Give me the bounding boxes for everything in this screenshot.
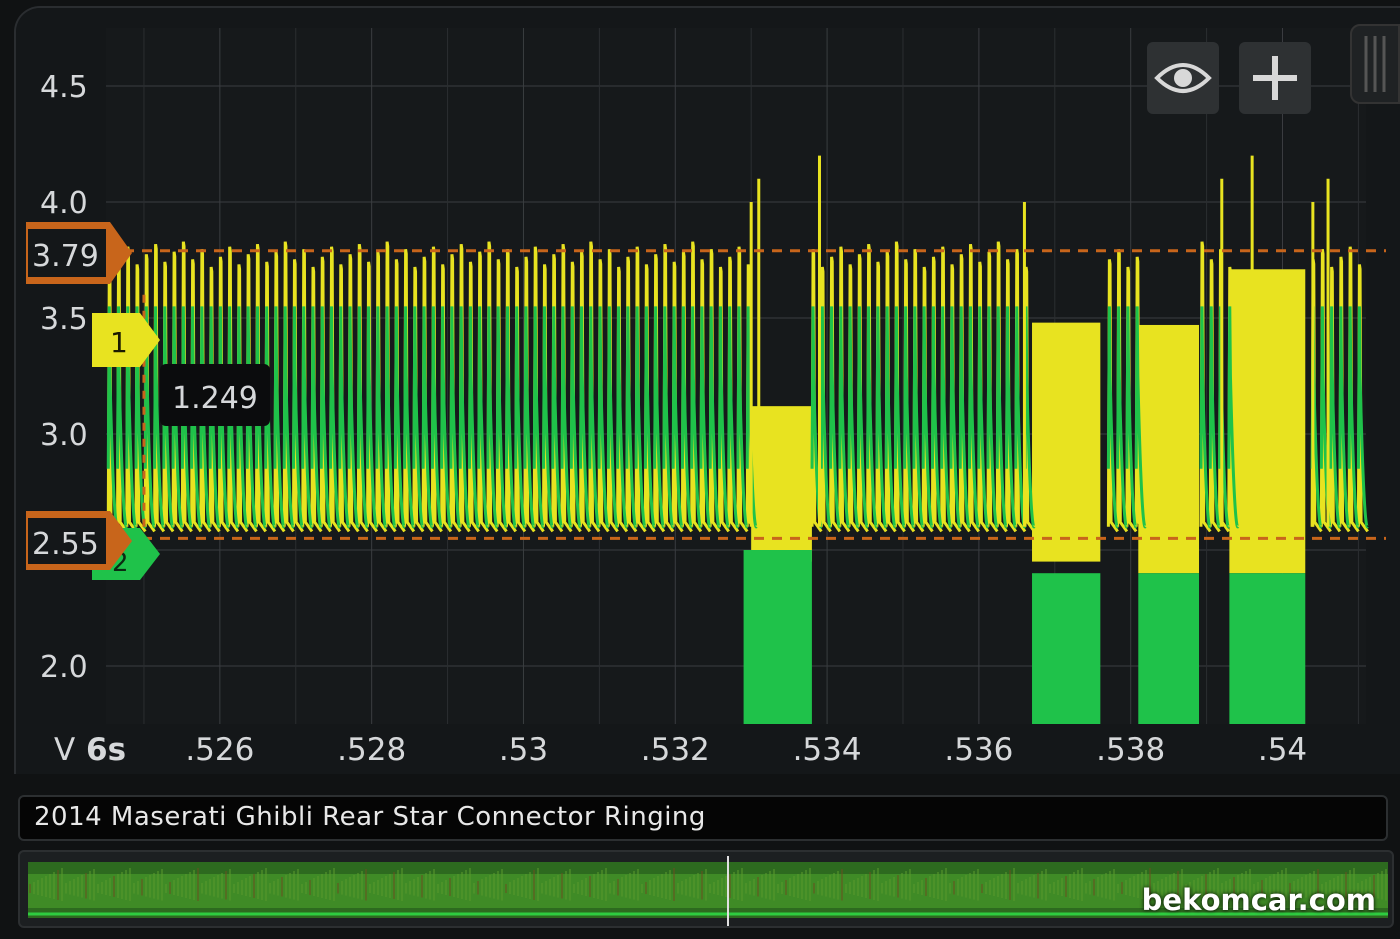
channel-2-burst bbox=[743, 550, 812, 724]
channel-1-burst bbox=[1138, 324, 1200, 574]
x-axis-ticks: .526 .528 .53 .532 .534 .536 .538 .54 bbox=[185, 732, 1307, 768]
channel-1-label: 1 bbox=[110, 326, 128, 359]
x-tick-label: .534 bbox=[793, 732, 862, 768]
x-tick-label: .53 bbox=[499, 732, 548, 768]
watermark: bekomcar.com bbox=[1141, 883, 1376, 917]
x-time-prefix: 6s bbox=[86, 732, 126, 768]
channel-1-burst bbox=[1229, 269, 1306, 574]
y-tick-label: 4.0 bbox=[40, 186, 88, 221]
x-tick-label: .532 bbox=[641, 732, 710, 768]
cursor-readout-value: 1.249 bbox=[172, 381, 258, 416]
y-tick-label: 2.0 bbox=[40, 650, 88, 685]
upper-cursor-marker[interactable]: 3.79 bbox=[26, 222, 132, 284]
visibility-button[interactable] bbox=[1147, 42, 1219, 114]
x-tick-label: .526 bbox=[185, 732, 254, 768]
trace-title: 2014 Maserati Ghibli Rear Star Connector… bbox=[34, 802, 706, 832]
y-tick-label: 4.5 bbox=[40, 70, 88, 105]
channel-2-burst bbox=[1229, 573, 1306, 724]
y-unit-label: V bbox=[54, 732, 75, 768]
trace-title-bar: 2014 Maserati Ghibli Rear Star Connector… bbox=[18, 795, 1388, 841]
lower-cursor-marker[interactable]: 2.55 bbox=[26, 511, 132, 570]
channel-1-burst bbox=[751, 406, 812, 562]
x-tick-label: .536 bbox=[944, 732, 1013, 768]
channel-2-burst bbox=[1032, 573, 1101, 724]
x-tick-label: .54 bbox=[1258, 732, 1307, 768]
overview-waveform[interactable] bbox=[20, 852, 1392, 926]
grip-icon bbox=[1364, 36, 1386, 92]
overview-strip[interactable] bbox=[18, 850, 1394, 928]
waveform-chart[interactable]: 4.54.03.53.02.52.0 .526.528.53.532.534.5… bbox=[16, 8, 1400, 774]
channel-2-burst bbox=[1138, 573, 1200, 724]
y-tick-label: 3.5 bbox=[40, 302, 88, 337]
channel-1-burst bbox=[1032, 322, 1101, 562]
overview-spikes bbox=[29, 868, 1387, 901]
plus-icon bbox=[1253, 56, 1297, 100]
cursor-readout: 1.249 bbox=[160, 364, 270, 426]
y-axis-ticks: 4.54.03.53.02.52.0 bbox=[40, 70, 88, 685]
x-tick-label: .528 bbox=[337, 732, 406, 768]
traces bbox=[106, 155, 1370, 724]
overview-trace-core bbox=[28, 874, 1388, 908]
panel-grip-handle[interactable] bbox=[1350, 24, 1400, 104]
lower-cursor-value: 2.55 bbox=[32, 527, 99, 562]
add-channel-button[interactable] bbox=[1239, 42, 1311, 114]
x-tick-label: .538 bbox=[1096, 732, 1165, 768]
channel-2-trace bbox=[106, 306, 1370, 529]
upper-cursor-value: 3.79 bbox=[32, 239, 99, 274]
channel-1-marker[interactable]: 1 bbox=[92, 313, 160, 367]
waveform-panel[interactable]: 4.54.03.53.02.52.0 .526.528.53.532.534.5… bbox=[14, 6, 1400, 774]
y-tick-label: 3.0 bbox=[40, 418, 88, 453]
eye-icon bbox=[1154, 63, 1212, 93]
cursor-lines[interactable] bbox=[106, 249, 1386, 540]
